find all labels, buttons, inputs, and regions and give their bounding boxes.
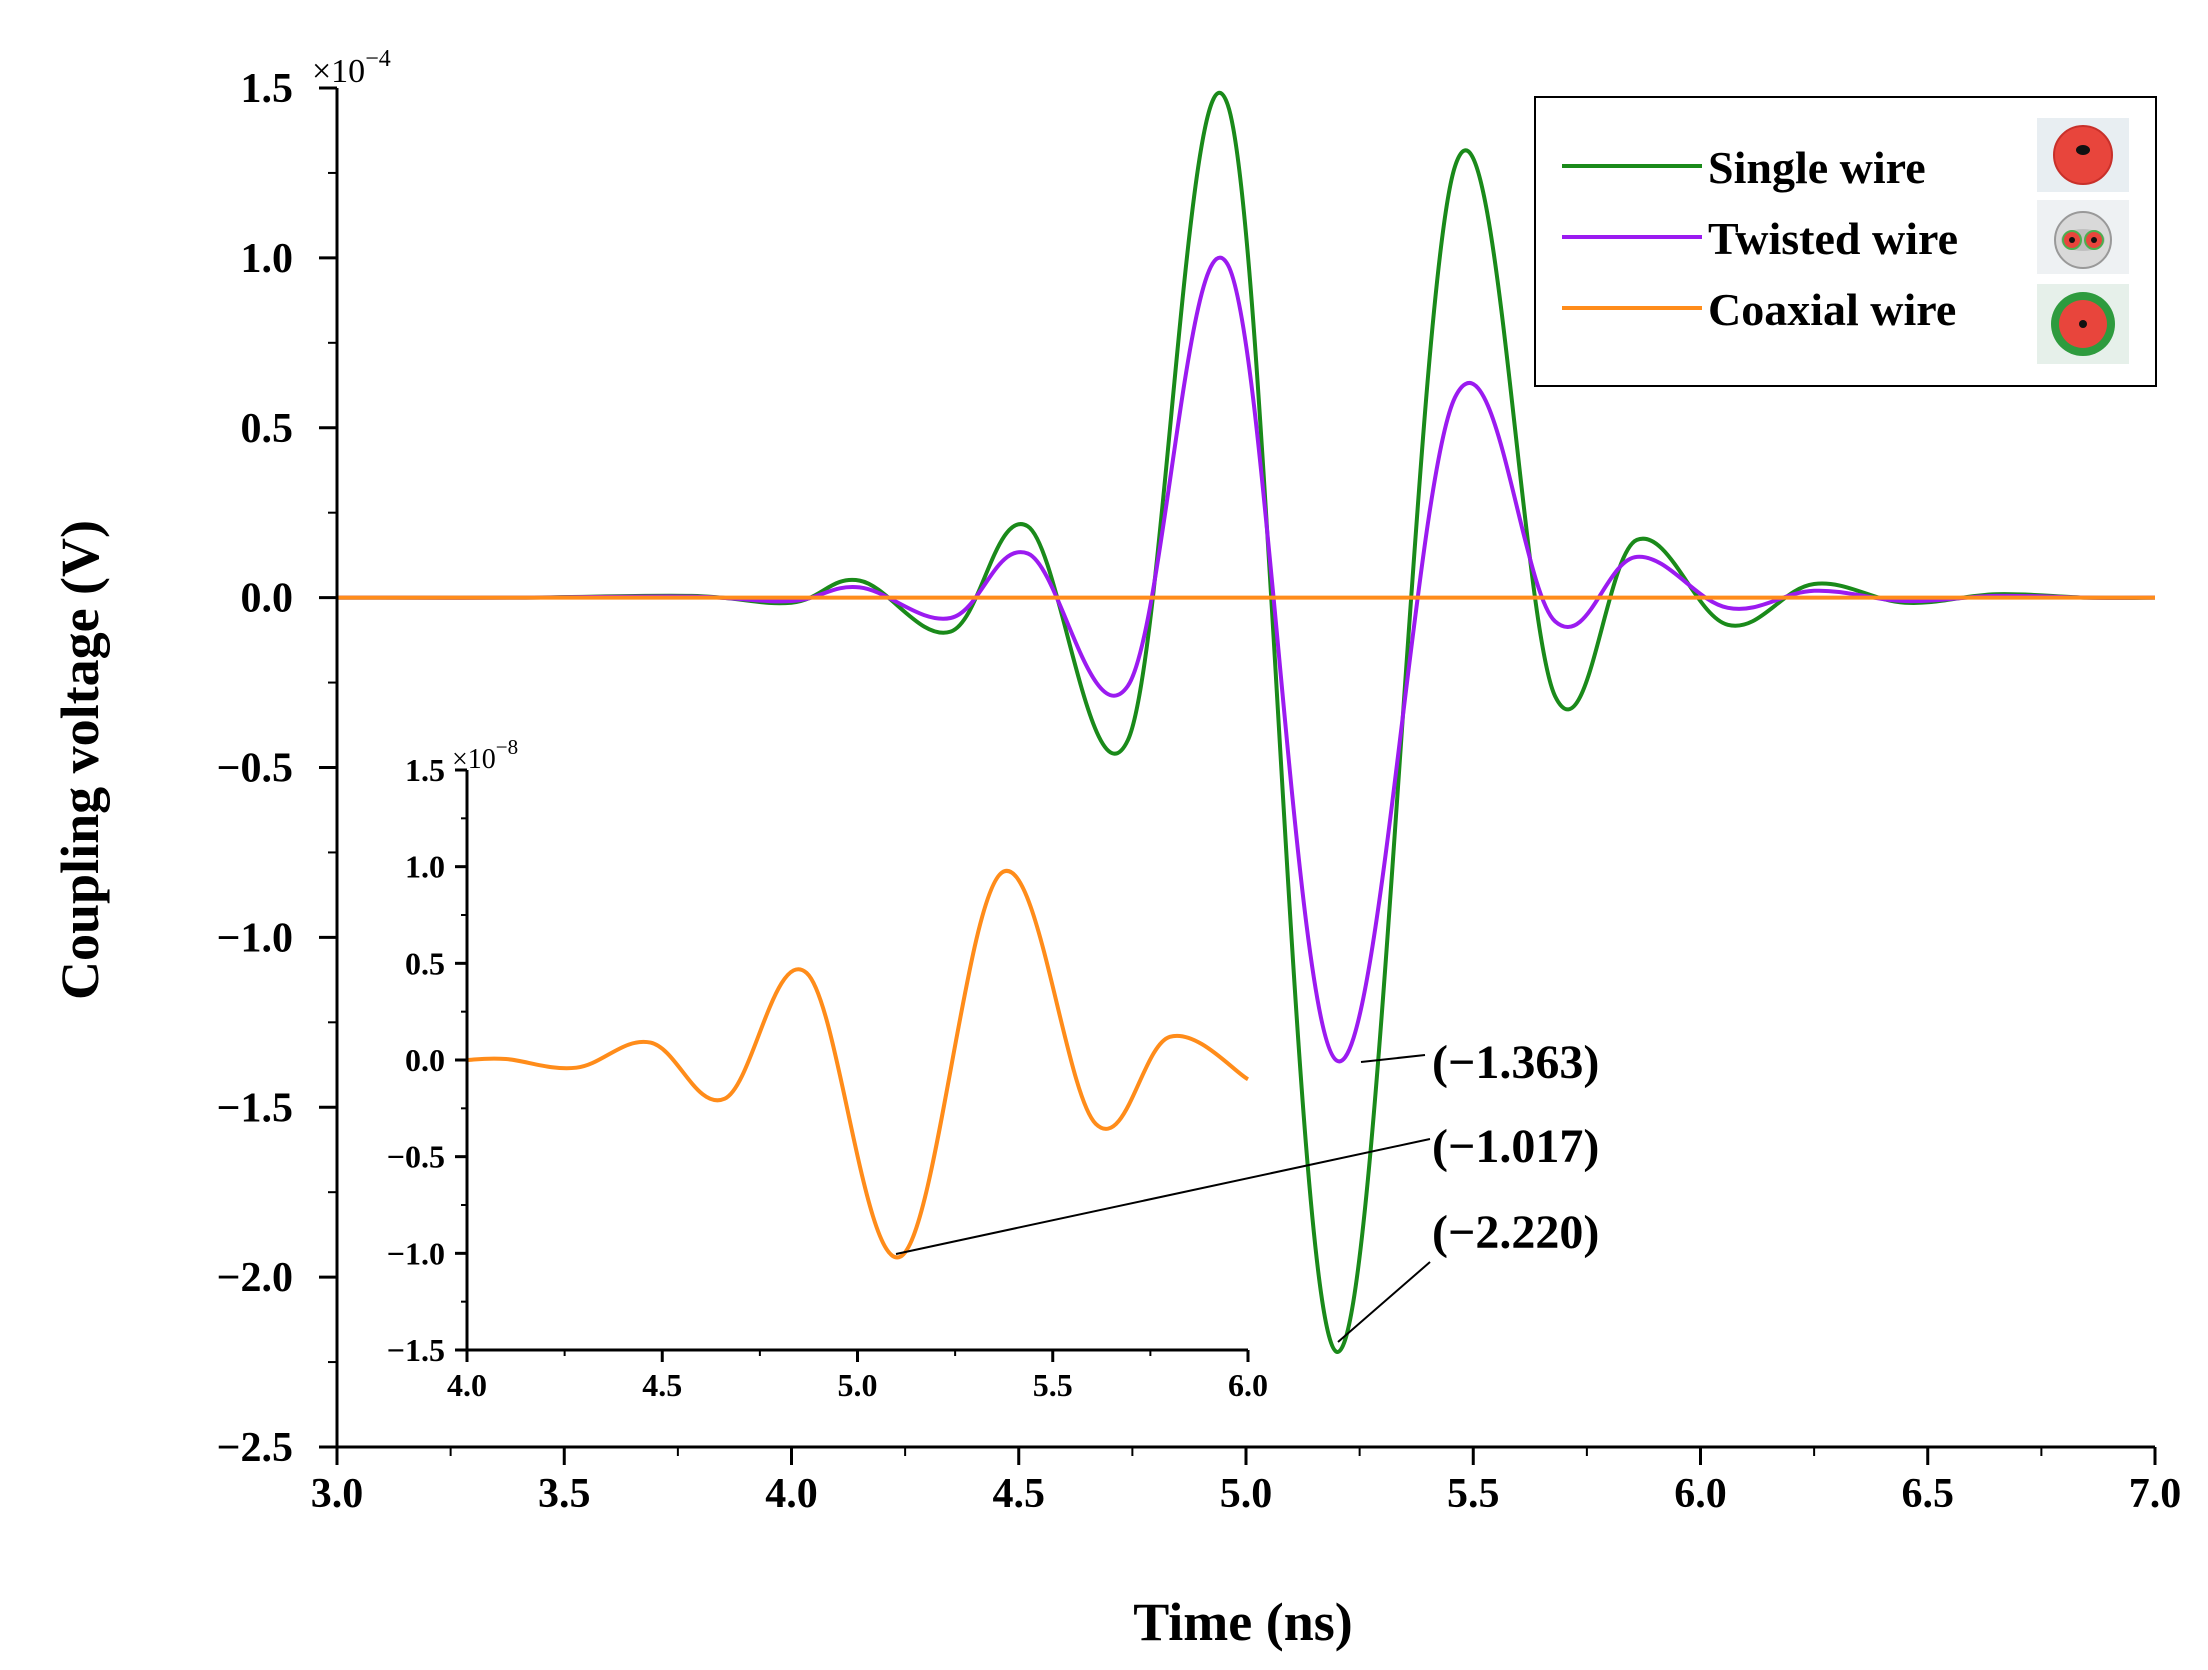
inset-x-tick-label: 5.0 (838, 1367, 878, 1403)
annotation-leader-twisted (1360, 1054, 1426, 1063)
main-y-tick-label: 1.5 (241, 66, 294, 112)
main-x-tick-label: 4.0 (765, 1471, 818, 1517)
main-y-tick-label: −2.5 (217, 1425, 293, 1471)
inset-y-scale-label: ×10−8 (452, 735, 518, 775)
main-y-tick-label: 0.5 (241, 406, 294, 452)
inset-axis-ticks: 4.0 4.5 5.0 5.5 6.0 1.5 1.0 0.5 0.0 −0.5 −1.0 −1.5 (387, 752, 1268, 1403)
main-x-axis-title: Time (ns) (1133, 1592, 1353, 1652)
inset-y-tick-label: 0.5 (405, 945, 445, 981)
annotation-single-min: (−2.220) (1432, 1206, 1599, 1259)
legend-label-coaxial-wire: Coaxial wire (1708, 284, 1956, 335)
main-series-single-wire (336, 90, 2156, 1354)
single-wire-cross-section-icon (2037, 118, 2129, 192)
inset-y-tick-label: 1.0 (405, 849, 445, 885)
main-x-tick-label: 3.0 (311, 1471, 364, 1517)
main-y-tick-label: −2.0 (217, 1255, 293, 1301)
twisted-wire-cross-section-icon (2037, 200, 2129, 274)
main-y-tick-label: −1.5 (217, 1085, 293, 1131)
legend-label-twisted-wire: Twisted wire (1708, 213, 1958, 264)
inset-y-tick-label: −0.5 (387, 1139, 445, 1175)
main-y-axis-title: Coupling voltage (V) (50, 520, 110, 1000)
main-y-scale-label: ×10−4 (312, 46, 391, 90)
inset-x-tick-label: 4.5 (642, 1367, 682, 1403)
main-axis-ticks: 3.0 3.5 4.0 4.5 5.0 5.5 6.0 6.5 7.0 1.5 1.0 0.5 0.0 −… (217, 66, 2182, 1517)
main-x-tick-label: 6.5 (1902, 1471, 1955, 1517)
main-x-tick-label: 5.5 (1447, 1471, 1500, 1517)
inset-x-tick-label: 4.0 (447, 1367, 487, 1403)
main-x-tick-label: 3.5 (538, 1471, 591, 1517)
inset-chart: 4.0 4.5 5.0 5.5 6.01.51.00.50.0−0.5−1.0−1.5 … (387, 735, 1268, 1403)
inset-y-tick-label: 1.5 (405, 752, 445, 788)
main-y-tick-label: 0.0 (241, 576, 294, 622)
main-y-tick-label: −1.0 (217, 915, 293, 961)
main-x-tick-label: 6.0 (1674, 1471, 1727, 1517)
inset-y-tick-label: −1.0 (387, 1235, 445, 1271)
annotation-twisted-min: (−1.363) (1432, 1036, 1599, 1089)
main-series-twisted-wire (336, 255, 2156, 1063)
annotation-coaxial-min: (−1.017) (1432, 1120, 1599, 1173)
main-x-tick-label: 5.0 (1220, 1471, 1273, 1517)
inset-x-tick-label: 6.0 (1228, 1367, 1268, 1403)
coaxial-wire-cross-section-icon (2037, 284, 2129, 364)
main-x-tick-label: 4.5 (993, 1471, 1046, 1517)
main-series (336, 90, 2156, 1354)
inset-y-tick-label: 0.0 (405, 1042, 445, 1078)
annotations: (−1.363) (−1.017) (−2.220) (895, 1036, 1599, 1343)
main-y-tick-label: −0.5 (217, 746, 293, 792)
inset-series (466, 868, 1250, 1260)
legend-label-single-wire: Single wire (1708, 142, 1926, 193)
annotation-leader-single (1337, 1261, 1431, 1343)
inset-y-tick-label: −1.5 (387, 1332, 445, 1368)
legend: Single wire Twisted wire Coaxial wire (1534, 96, 2157, 387)
inset-series-coaxial-wire (466, 868, 1250, 1260)
main-chart: 3.0 3.5 4.0 4.5 5.0 5.5 6.0 6.5 7.0 1.5 1.0 0.5 0.0 −… (50, 46, 2181, 1652)
main-x-tick-label: 7.0 (2129, 1471, 2182, 1517)
main-y-tick-label: 1.0 (241, 236, 294, 282)
annotation-leader-coaxial (895, 1138, 1431, 1255)
inset-x-tick-label: 5.5 (1033, 1367, 1073, 1403)
